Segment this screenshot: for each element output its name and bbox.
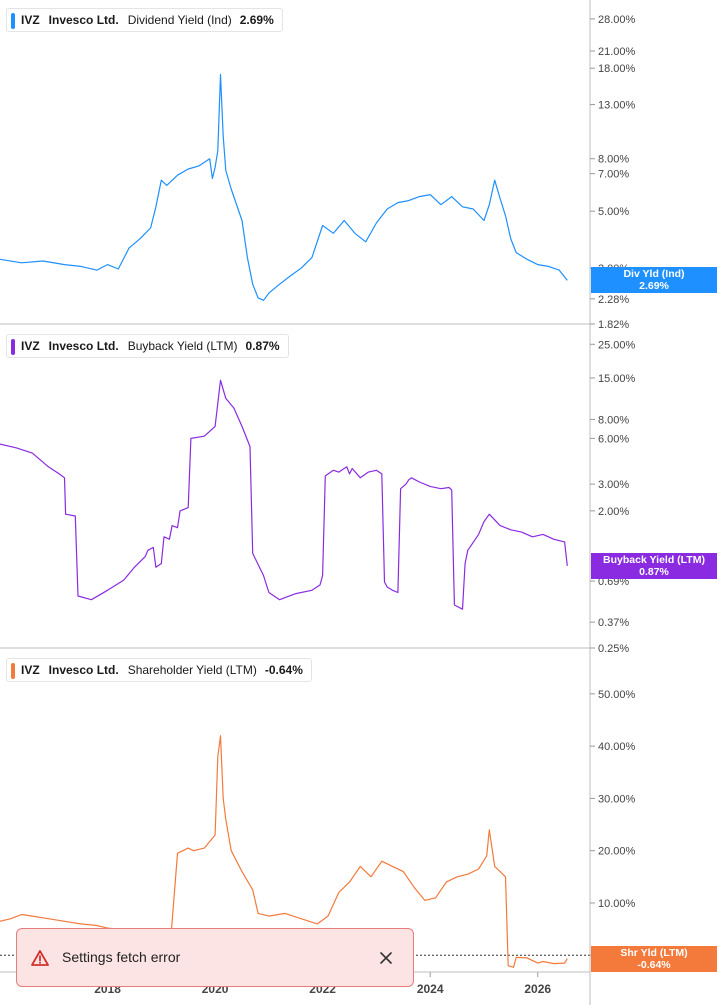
legend-ticker: IVZ	[21, 339, 40, 353]
legend-color-shareholder	[11, 663, 15, 679]
legend-ticker: IVZ	[21, 663, 40, 677]
x-tick-label: 2024	[417, 982, 444, 996]
y-tick-label: 10.00%	[598, 898, 636, 910]
legend-metric: Shareholder Yield (LTM)	[127, 663, 257, 677]
y-tick-label: 30.00%	[598, 793, 636, 805]
y-tick-label: 21.00%	[598, 46, 636, 58]
error-toast: Settings fetch error	[16, 928, 414, 987]
series-line	[0, 379, 568, 610]
legend-value: 2.69%	[239, 13, 274, 27]
y-tick-label: 6.00%	[598, 433, 629, 445]
legend-value: 0.87%	[245, 339, 280, 353]
y-tick-label: 40.00%	[598, 741, 636, 753]
y-tick-label: 5.00%	[598, 206, 629, 218]
legend-metric: Buyback Yield (LTM)	[127, 339, 238, 353]
y-tick-label: 20.00%	[598, 846, 636, 858]
legend-metric: Dividend Yield (Ind)	[127, 13, 232, 27]
y-tick-label: 13.00%	[598, 100, 636, 112]
legend-buyback[interactable]: IVZ Invesco Ltd. Buyback Yield (LTM) 0.8…	[6, 334, 289, 358]
legend-color-buyback	[11, 339, 15, 355]
last-value-tag-buyback: Buyback Yield (LTM) 0.87%	[591, 553, 717, 579]
tag-label: Shr Yld (LTM)	[620, 947, 688, 959]
legend-dividend[interactable]: IVZ Invesco Ltd. Dividend Yield (Ind) 2.…	[6, 8, 283, 32]
y-tick-label: 50.00%	[598, 689, 636, 701]
y-tick-label: 7.00%	[598, 169, 629, 181]
legend-shareholder[interactable]: IVZ Invesco Ltd. Shareholder Yield (LTM)…	[6, 658, 312, 682]
y-tick-label: 2.28%	[598, 294, 629, 306]
grid-layer	[0, 323, 590, 956]
legend-color-dividend	[11, 13, 15, 29]
legend-company: Invesco Ltd.	[48, 663, 119, 677]
tag-label: Div Yld (Ind)	[623, 268, 685, 280]
axis-layer: 28.00% 21.00% 18.00% 13.00% 8.00% 7.00% 5.00% 3…	[0, 0, 636, 1005]
y-tick-label: 18.00%	[598, 63, 636, 75]
y-tick-label: 3.00%	[598, 479, 629, 491]
legend-company: Invesco Ltd.	[48, 339, 119, 353]
last-value-tag-dividend: Div Yld (Ind) 2.69%	[591, 267, 717, 293]
y-tick-label: 8.00%	[598, 154, 629, 166]
x-tick-label: 2026	[524, 982, 551, 996]
legend-ticker: IVZ	[21, 13, 40, 27]
tag-label: Buyback Yield (LTM)	[603, 554, 705, 566]
tag-value: -0.64%	[637, 959, 671, 971]
series-layer	[0, 73, 568, 968]
y-tick-label: 2.00%	[598, 506, 629, 518]
legend-value: -0.64%	[264, 663, 303, 677]
warning-icon	[31, 950, 49, 966]
series-line	[0, 73, 568, 301]
tag-value: 2.69%	[639, 280, 669, 292]
y-tick-label: 0.69%	[598, 576, 629, 588]
toast-message: Settings fetch error	[62, 949, 181, 965]
close-icon[interactable]	[377, 949, 395, 967]
legend-company: Invesco Ltd.	[48, 13, 119, 27]
y-tick-label: 8.00%	[598, 414, 629, 426]
y-tick-label: 0.37%	[598, 617, 629, 629]
y-tick-label: 1.82%	[598, 319, 629, 331]
y-tick-label: 28.00%	[598, 14, 636, 26]
y-tick-label: 0.25%	[598, 643, 629, 655]
last-value-tag-shareholder: Shr Yld (LTM) -0.64%	[591, 946, 717, 972]
y-tick-label: 15.00%	[598, 373, 636, 385]
y-tick-label: 25.00%	[598, 339, 636, 351]
tag-value: 0.87%	[639, 566, 669, 578]
